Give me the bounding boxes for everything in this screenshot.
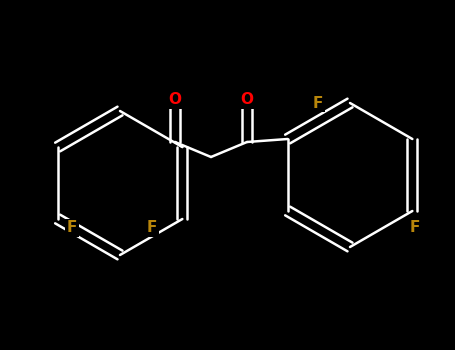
Text: O: O — [168, 92, 182, 107]
Text: F: F — [410, 220, 420, 236]
Text: O: O — [241, 92, 253, 107]
Text: F: F — [313, 96, 323, 111]
Text: F: F — [67, 220, 77, 236]
Text: F: F — [147, 220, 157, 236]
